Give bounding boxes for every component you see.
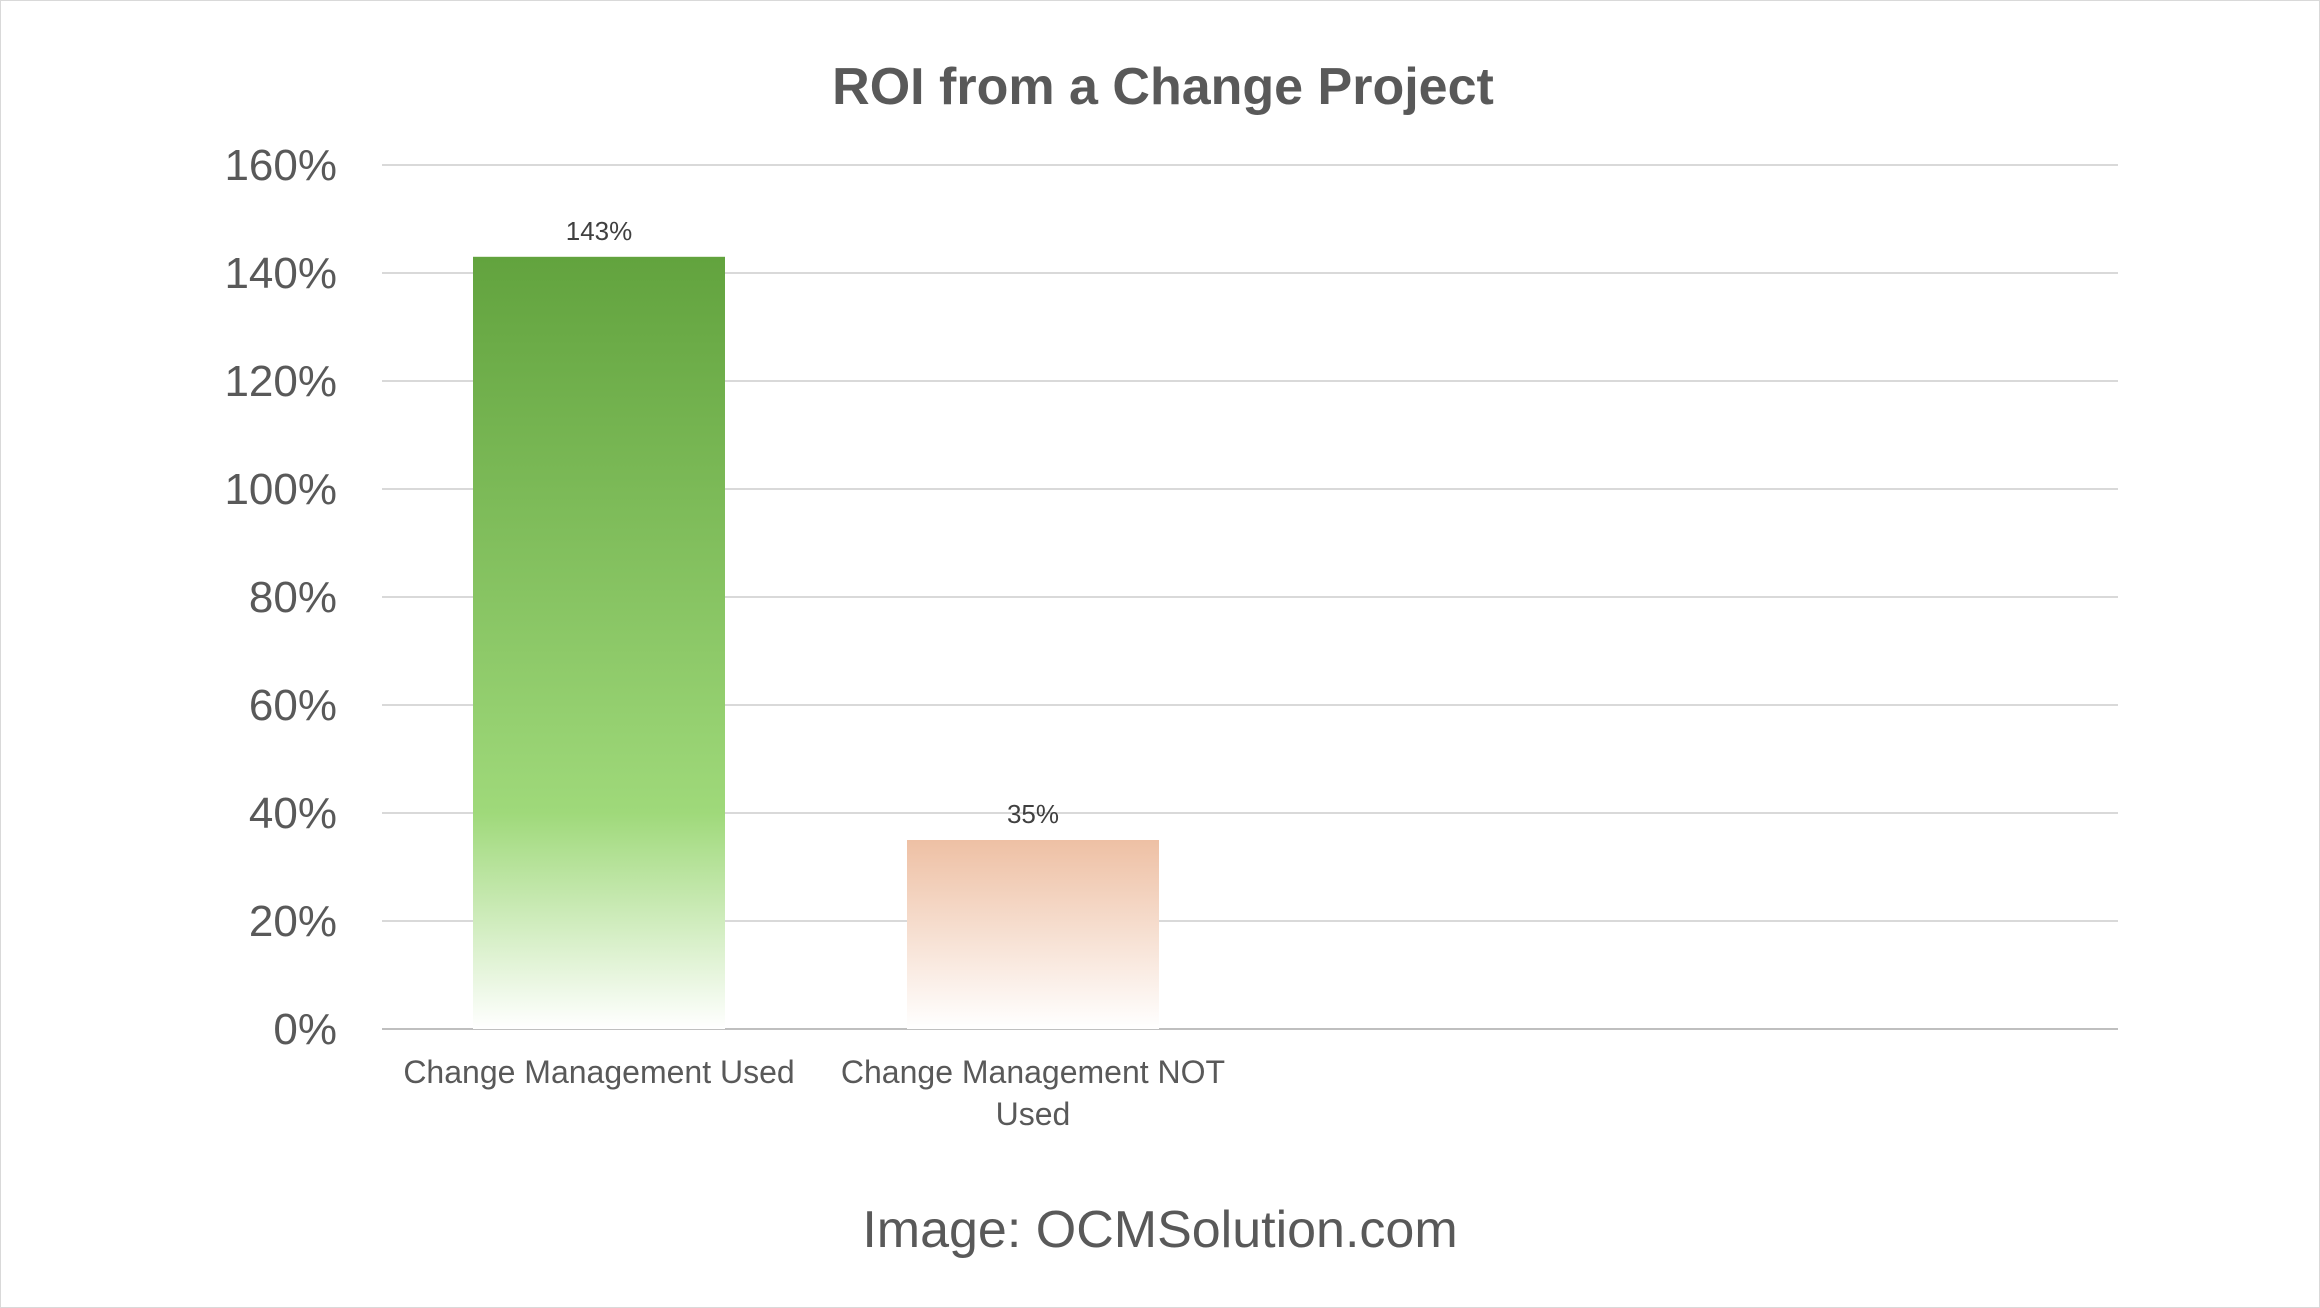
source-credit: Image: OCMSolution.com	[862, 1201, 1457, 1259]
y-tick-label: 40%	[249, 789, 337, 838]
y-tick-label: 140%	[224, 249, 337, 298]
y-tick-label: 20%	[249, 897, 337, 946]
x-axis-tick-labels: Change Management Used Change Management …	[403, 1054, 1225, 1132]
y-tick-label: 120%	[224, 357, 337, 406]
y-axis-tick-labels: 0% 20% 40% 60% 80% 100% 120% 140% 160%	[224, 141, 337, 1054]
data-label: 35%	[1007, 799, 1059, 829]
y-tick-label: 60%	[249, 681, 337, 730]
bar-1	[473, 256, 725, 1029]
x-tick-label: Used	[996, 1096, 1071, 1132]
bars	[473, 256, 1159, 1029]
chart-title: ROI from a Change Project	[832, 58, 1494, 116]
y-tick-label: 160%	[224, 141, 337, 190]
data-labels: 143% 35%	[566, 216, 1059, 829]
y-tick-label: 0%	[273, 1005, 337, 1054]
x-tick-label: Change Management NOT	[841, 1054, 1225, 1090]
data-label: 143%	[566, 216, 633, 246]
y-tick-label: 100%	[224, 465, 337, 514]
bar-2	[907, 840, 1159, 1029]
y-tick-label: 80%	[249, 573, 337, 622]
x-tick-label: Change Management Used	[403, 1054, 794, 1090]
